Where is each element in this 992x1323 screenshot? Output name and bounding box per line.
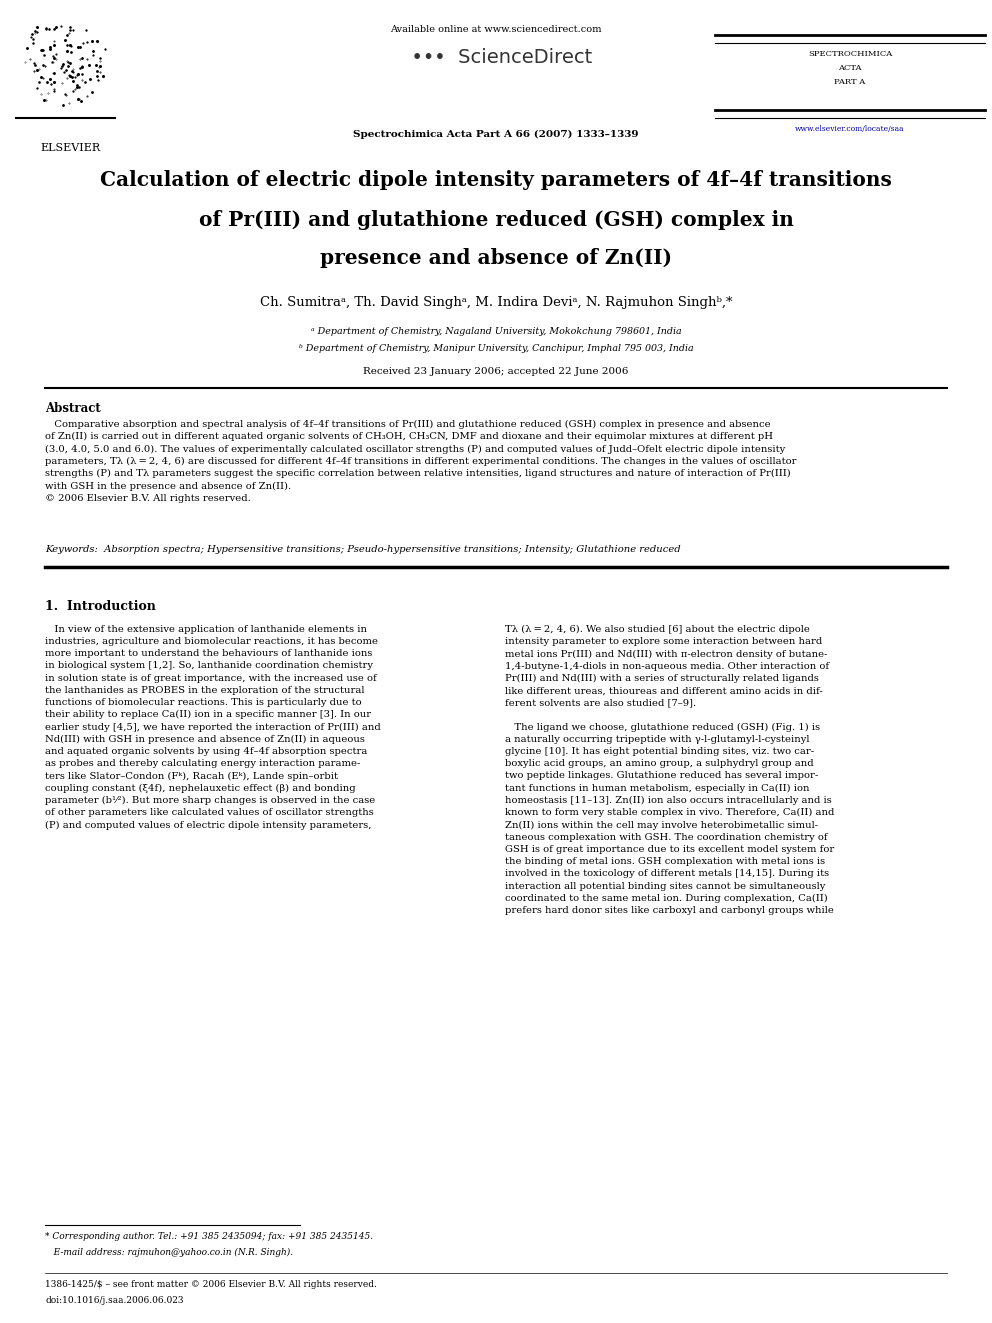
Text: 1.  Introduction: 1. Introduction [45, 601, 156, 613]
Text: Abstract: Abstract [45, 402, 101, 415]
Text: Ch. Sumitraᵃ, Th. David Singhᵃ, M. Indira Deviᵃ, N. Rajmuhon Singhᵇ,*: Ch. Sumitraᵃ, Th. David Singhᵃ, M. Indir… [260, 296, 732, 310]
Text: doi:10.1016/j.saa.2006.06.023: doi:10.1016/j.saa.2006.06.023 [45, 1297, 184, 1304]
Text: 1386-1425/$ – see front matter © 2006 Elsevier B.V. All rights reserved.: 1386-1425/$ – see front matter © 2006 El… [45, 1279, 377, 1289]
Text: www.elsevier.com/locate/saa: www.elsevier.com/locate/saa [796, 124, 905, 134]
Text: ACTA: ACTA [838, 64, 862, 71]
Text: of Pr(III) and glutathione reduced (GSH) complex in: of Pr(III) and glutathione reduced (GSH)… [198, 210, 794, 230]
Text: presence and absence of Zn(II): presence and absence of Zn(II) [320, 247, 672, 269]
Text: ELSEVIER: ELSEVIER [40, 143, 100, 153]
Text: ᵇ Department of Chemistry, Manipur University, Canchipur, Imphal 795 003, India: ᵇ Department of Chemistry, Manipur Unive… [299, 344, 693, 353]
Text: E-mail address: rajmuhon@yahoo.co.in (N.R. Singh).: E-mail address: rajmuhon@yahoo.co.in (N.… [45, 1248, 293, 1257]
Text: * Corresponding author. Tel.: +91 385 2435094; fax: +91 385 2435145.: * Corresponding author. Tel.: +91 385 24… [45, 1232, 373, 1241]
Text: •••  ScienceDirect: ••• ScienceDirect [400, 48, 592, 67]
Text: Comparative absorption and spectral analysis of 4f–4f transitions of Pr(III) and: Comparative absorption and spectral anal… [45, 419, 797, 503]
Text: In view of the extensive application of lanthanide elements in
industries, agric: In view of the extensive application of … [45, 624, 381, 830]
Text: Keywords:  Absorption spectra; Hypersensitive transitions; Pseudo-hypersensitive: Keywords: Absorption spectra; Hypersensi… [45, 545, 681, 554]
Text: Tλ (λ = 2, 4, 6). We also studied [6] about the electric dipole
intensity parame: Tλ (λ = 2, 4, 6). We also studied [6] ab… [505, 624, 834, 916]
Text: SPECTROCHIMICA: SPECTROCHIMICA [807, 50, 892, 58]
Text: PART A: PART A [834, 78, 866, 86]
Text: ᵃ Department of Chemistry, Nagaland University, Mokokchung 798601, India: ᵃ Department of Chemistry, Nagaland Univ… [310, 327, 682, 336]
Text: Received 23 January 2006; accepted 22 June 2006: Received 23 January 2006; accepted 22 Ju… [363, 366, 629, 376]
Text: Calculation of electric dipole intensity parameters of 4f–4f transitions: Calculation of electric dipole intensity… [100, 169, 892, 191]
Text: Spectrochimica Acta Part A 66 (2007) 1333–1339: Spectrochimica Acta Part A 66 (2007) 133… [353, 130, 639, 139]
Text: Available online at www.sciencedirect.com: Available online at www.sciencedirect.co… [390, 25, 602, 34]
